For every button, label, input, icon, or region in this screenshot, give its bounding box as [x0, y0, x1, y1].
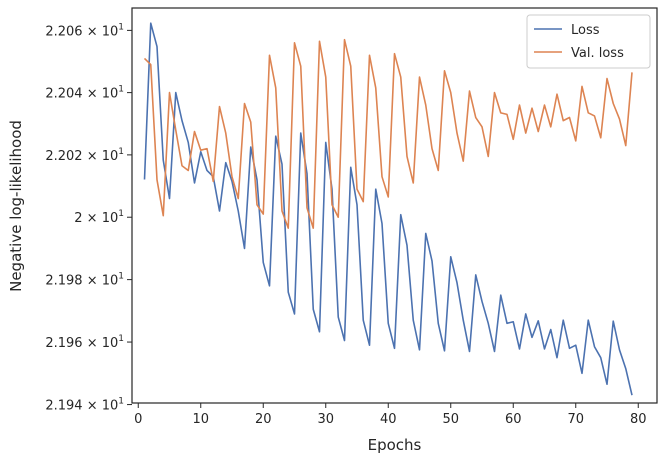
x-tick-label: 20: [255, 412, 272, 427]
y-tick-label: 2.196 × 101: [45, 334, 124, 351]
y-axis-title: Negative log-likelihood: [7, 120, 25, 292]
x-tick-label: 30: [317, 412, 334, 427]
y-tick-label: 2.202 × 101: [45, 147, 124, 164]
series-line-val-loss: [143, 38, 633, 229]
series-lines: [143, 22, 633, 396]
y-tick-label: 2.198 × 101: [45, 272, 124, 289]
x-tick-label: 10: [192, 412, 209, 427]
y-tick-label: 2.194 × 101: [45, 397, 124, 414]
plot-frame: [131, 7, 658, 404]
x-tick-label: 40: [380, 412, 397, 427]
y-axis-ticks: 2.194 × 101 2.196 × 101 2.198 × 101 2 × 101…: [45, 22, 132, 414]
x-tick-label: 80: [630, 412, 647, 427]
x-tick-label: 70: [567, 412, 584, 427]
y-tick-label: 2.206 × 101: [45, 22, 124, 39]
x-tick-label: 0: [134, 412, 142, 427]
legend-label-val-loss: Val. loss: [571, 46, 624, 61]
x-axis-ticks: 0 10 20 30 40 50 60 70 80: [134, 403, 647, 427]
legend: Loss Val. loss: [526, 14, 651, 69]
series-line-loss: [143, 22, 633, 396]
x-tick-label: 50: [442, 412, 459, 427]
x-axis-title: Epochs: [368, 436, 422, 454]
legend-label-loss: Loss: [571, 23, 600, 38]
x-tick-label: 60: [505, 412, 522, 427]
y-tick-label: 2.204 × 101: [45, 85, 124, 102]
y-tick-label: 2 × 101: [74, 209, 124, 226]
